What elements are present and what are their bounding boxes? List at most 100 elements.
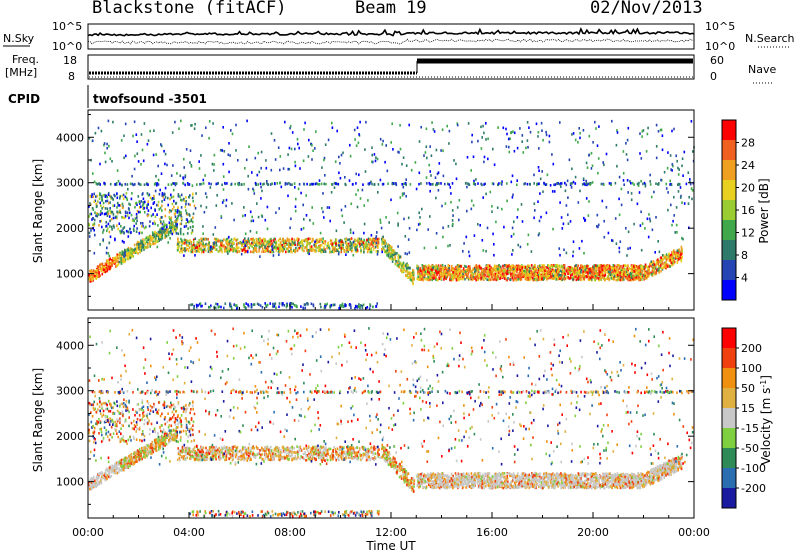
echo-point xyxy=(608,264,611,268)
echo-point xyxy=(533,270,536,273)
echo-point xyxy=(405,270,407,273)
echo-point xyxy=(646,217,649,221)
echo-point xyxy=(182,176,184,179)
echo-point xyxy=(560,270,563,273)
echo-point xyxy=(240,252,243,256)
echo-point xyxy=(394,252,396,255)
echo-point xyxy=(679,253,682,256)
echo-point xyxy=(480,147,483,150)
echo-point xyxy=(477,139,479,143)
echo-point xyxy=(117,227,119,231)
echo-point xyxy=(153,220,156,223)
echo-point xyxy=(574,267,577,270)
echo-point xyxy=(473,234,476,237)
echo-point xyxy=(91,139,94,142)
echo-point xyxy=(221,241,223,245)
echo-point xyxy=(250,238,252,241)
echo-point xyxy=(293,238,295,241)
echo-point xyxy=(535,278,537,282)
echo-point xyxy=(271,250,273,254)
echo-point xyxy=(354,138,356,141)
echo-point xyxy=(429,170,431,173)
echo-point xyxy=(173,205,175,209)
echo-point xyxy=(587,214,590,217)
echo-point xyxy=(360,243,363,246)
echo-point xyxy=(124,211,127,215)
echo-point xyxy=(299,167,301,170)
echo-point xyxy=(92,270,94,274)
echo-point xyxy=(471,133,473,137)
echo-point xyxy=(492,232,494,236)
echo-point xyxy=(260,185,262,189)
echo-point xyxy=(130,249,132,253)
echo-point xyxy=(172,164,174,167)
echo-point xyxy=(161,233,164,237)
echo-point xyxy=(93,272,95,275)
echo-point xyxy=(242,240,244,243)
echo-point xyxy=(261,189,263,193)
echo-point xyxy=(191,196,194,200)
echo-point xyxy=(122,197,125,201)
echo-point xyxy=(272,250,275,254)
echo-point xyxy=(427,228,429,231)
echo-point xyxy=(109,194,111,198)
echo-point xyxy=(149,129,151,133)
echo-point xyxy=(367,246,369,250)
echo-point xyxy=(639,132,641,135)
echo-point xyxy=(585,179,587,183)
echo-point xyxy=(543,276,545,280)
echo-point xyxy=(104,265,107,268)
echo-point xyxy=(345,253,347,256)
echo-point xyxy=(563,264,565,267)
noise-right-tick-bottom: 10^0 xyxy=(705,40,735,53)
echo-point xyxy=(355,172,357,176)
echo-point xyxy=(219,247,221,250)
echo-point xyxy=(179,174,182,177)
echo-point xyxy=(449,186,452,189)
echo-point xyxy=(128,202,130,206)
echo-point xyxy=(108,258,111,262)
echo-point xyxy=(319,243,322,247)
echo-point xyxy=(624,264,626,267)
echo-point xyxy=(271,242,274,245)
echo-point xyxy=(606,271,608,274)
echo-point xyxy=(651,274,654,277)
echo-point xyxy=(177,206,179,209)
echo-point xyxy=(428,163,430,167)
echo-point xyxy=(563,269,566,273)
echo-point xyxy=(92,279,94,282)
echo-point xyxy=(388,244,391,247)
echo-point xyxy=(132,248,134,252)
echo-point xyxy=(548,140,551,144)
echo-point xyxy=(137,242,140,246)
echo-point xyxy=(541,129,543,132)
echo-point xyxy=(128,251,130,255)
echo-point xyxy=(655,216,657,219)
echo-point xyxy=(375,235,378,238)
echo-point xyxy=(591,275,593,279)
echo-point xyxy=(675,255,678,259)
echo-point xyxy=(100,204,102,207)
echo-point xyxy=(435,246,437,249)
echo-point xyxy=(161,204,163,208)
echo-point xyxy=(620,187,623,191)
echo-point xyxy=(436,265,439,268)
echo-point xyxy=(358,173,360,177)
echo-point xyxy=(89,275,91,278)
echo-point xyxy=(162,220,165,223)
echo-point xyxy=(489,268,491,272)
echo-point xyxy=(342,243,344,247)
echo-point xyxy=(491,274,494,277)
echo-point xyxy=(117,260,119,263)
echo-point xyxy=(665,187,668,190)
echo-point xyxy=(472,278,474,281)
echo-point xyxy=(440,277,442,281)
echo-point xyxy=(496,206,499,209)
echo-point xyxy=(275,240,278,244)
echo-point xyxy=(145,245,147,249)
echo-point xyxy=(402,269,405,273)
echo-point xyxy=(676,249,679,252)
echo-point xyxy=(124,214,127,218)
echo-point xyxy=(118,222,121,225)
cpid-label: CPID xyxy=(8,92,40,106)
